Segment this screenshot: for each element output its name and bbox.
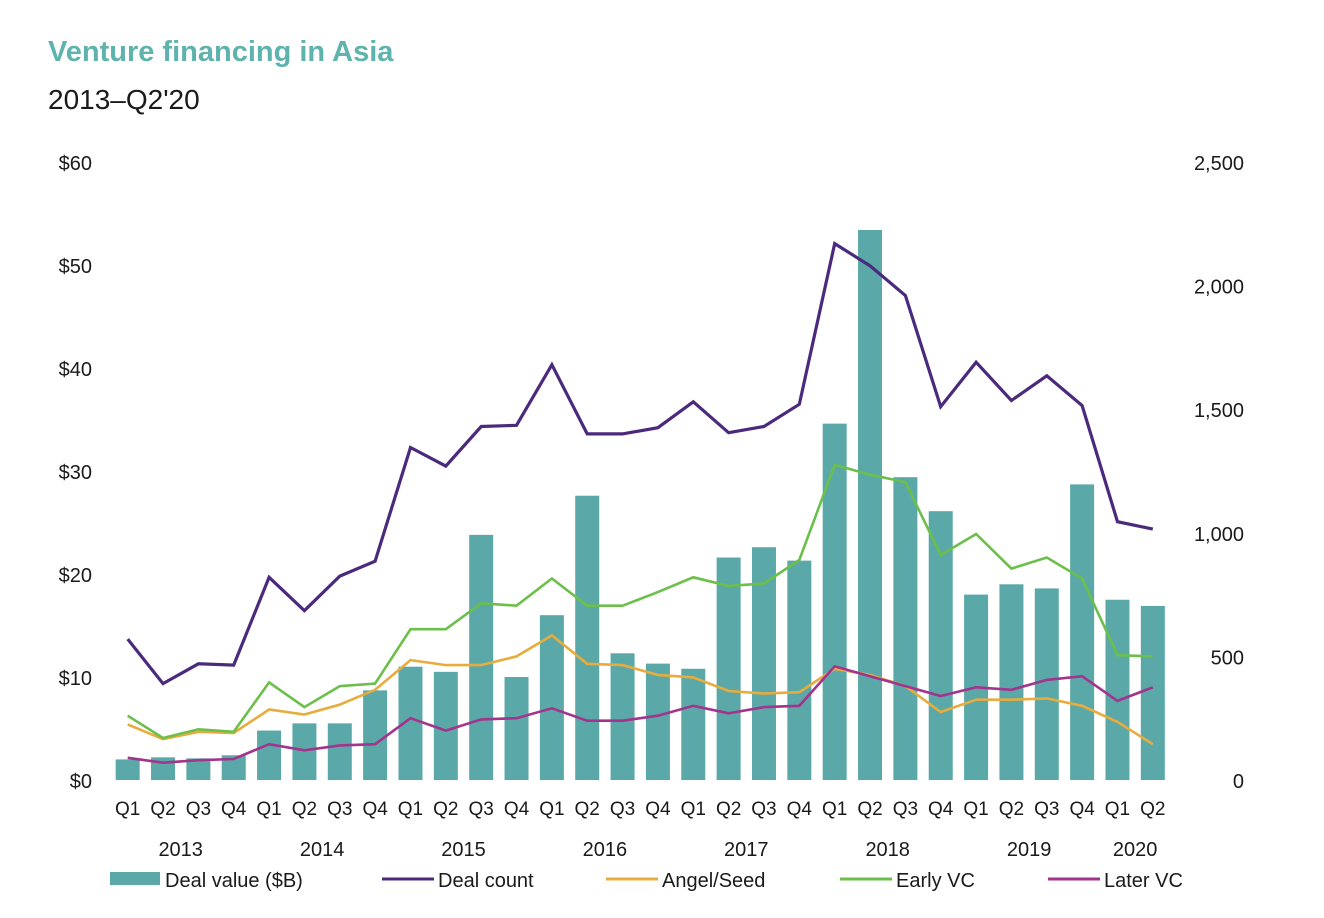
quarter-tick-label: Q4 (221, 799, 247, 820)
quarter-tick-label: Q1 (963, 799, 988, 820)
quarter-tick-label: Q4 (787, 799, 813, 820)
later-vc-line (127, 664, 1154, 765)
deal-value-bar (787, 560, 812, 780)
quarter-tick-label: Q2 (433, 799, 458, 820)
deal-value-bar (292, 723, 317, 780)
quarter-tick-label: Q1 (822, 799, 847, 820)
deal-value-bar (363, 690, 388, 780)
quarter-tick-label: Q4 (504, 799, 530, 820)
quarter-tick-label: Q2 (999, 799, 1024, 820)
quarter-tick-label: Q2 (150, 799, 175, 820)
deal-value-bar (822, 423, 847, 780)
deal-value-bar (186, 758, 211, 780)
quarter-tick-label: Q3 (327, 799, 352, 820)
quarter-tick-label: Q4 (362, 799, 388, 820)
left-axis-tick-label: $40 (59, 359, 92, 381)
quarter-tick-label: Q1 (1105, 799, 1130, 820)
quarter-tick-label: Q4 (928, 799, 954, 820)
deal-value-bar (1105, 599, 1130, 780)
right-axis-tick-label: 0 (1233, 771, 1244, 793)
quarter-tick-label: Q3 (186, 799, 211, 820)
left-axis-tick-label: $50 (59, 256, 92, 278)
right-axis-tick-label: 2,000 (1194, 277, 1244, 299)
right-axis-tick-label: 1,000 (1194, 524, 1244, 546)
left-axis-tick-label: $60 (59, 153, 92, 175)
deal-value-bars (115, 229, 1165, 781)
year-label: 2017 (724, 839, 769, 861)
quarter-tick-label: Q1 (256, 799, 281, 820)
quarter-tick-label: Q3 (1034, 799, 1059, 820)
quarter-tick-label: Q1 (539, 799, 564, 820)
chart-title: Venture financing in Asia (48, 36, 394, 68)
legend: Deal value ($B) Deal count Angel/Seed Early… (110, 870, 1183, 892)
quarter-tick-label: Q3 (751, 799, 776, 820)
legend-label-deal-value-b: Deal value ($B) (165, 870, 303, 892)
deal-value-bar (504, 677, 529, 780)
angel-seed-line (127, 633, 1154, 746)
legend-swatch-deal-value-b (110, 872, 160, 885)
year-label: 2016 (583, 839, 628, 861)
quarter-tick-label: Q3 (893, 799, 918, 820)
x-axis: Q1 Q2 Q3 Q4 Q1 Q2 Q3 Q4 Q1 Q2 Q3 Q4 Q1 Q2 Q3 Q4 Q1 Q2 Q3 Q4… (115, 799, 1166, 861)
deal-value-bar (257, 730, 282, 780)
deal-count-line (126, 241, 1154, 686)
quarter-tick-label: Q1 (398, 799, 423, 820)
year-label: 2013 (158, 839, 203, 861)
deal-value-bar (1034, 588, 1059, 780)
deal-value-bar (1140, 605, 1165, 780)
quarter-tick-label: Q2 (1140, 799, 1165, 820)
deal-value-bar (1070, 484, 1095, 780)
legend-label-early-vc: Early VC (896, 870, 975, 892)
left-axis-tick-label: $0 (70, 771, 92, 793)
deal-value-bar (999, 584, 1024, 780)
deal-value-bar (893, 477, 918, 780)
deal-value-bar (681, 668, 706, 780)
year-label: 2018 (865, 839, 910, 861)
deal-value-bar (115, 759, 140, 780)
deal-value-bar (610, 653, 635, 780)
quarter-tick-label: Q2 (857, 799, 882, 820)
quarter-tick-label: Q2 (716, 799, 741, 820)
left-axis-tick-label: $10 (59, 668, 92, 690)
series-lines (126, 241, 1154, 765)
left-axis-ticks: $0 $10 $20 $30 $40 $50 $60 (59, 153, 92, 793)
early-vc-line (127, 463, 1153, 740)
legend-label-angel-seed: Angel/Seed (662, 870, 765, 892)
quarter-tick-label: Q1 (115, 799, 140, 820)
deal-value-bar (327, 723, 352, 780)
deal-value-bar (575, 495, 600, 780)
quarter-tick-label: Q3 (610, 799, 635, 820)
deal-value-bar (751, 547, 776, 780)
right-axis-tick-label: 2,500 (1194, 153, 1244, 175)
year-label: 2014 (300, 839, 345, 861)
deal-value-bar (469, 534, 494, 780)
right-axis-tick-label: 500 (1211, 647, 1244, 669)
quarter-tick-label: Q2 (575, 799, 600, 820)
deal-value-bar (716, 557, 741, 780)
right-axis-tick-label: 1,500 (1194, 400, 1244, 422)
legend-label-deal-count: Deal count (438, 870, 534, 892)
left-axis-tick-label: $20 (59, 565, 92, 587)
deal-value-bar (858, 229, 883, 781)
quarter-tick-label: Q2 (292, 799, 317, 820)
quarter-tick-label: Q4 (1069, 799, 1095, 820)
quarter-tick-label: Q1 (681, 799, 706, 820)
year-label: 2019 (1007, 839, 1052, 861)
quarter-tick-label: Q3 (468, 799, 493, 820)
left-axis-tick-label: $30 (59, 462, 92, 484)
deal-value-bar (433, 671, 458, 780)
deal-value-bar (645, 663, 670, 780)
quarter-tick-label: Q4 (645, 799, 671, 820)
year-label: 2015 (441, 839, 486, 861)
right-axis-ticks: 0 500 1,000 1,500 2,000 2,500 (1194, 153, 1244, 793)
chart-subtitle: 2013–Q2'20 (48, 84, 200, 115)
year-label: 2020 (1113, 839, 1158, 861)
legend-label-later-vc: Later VC (1104, 870, 1183, 892)
